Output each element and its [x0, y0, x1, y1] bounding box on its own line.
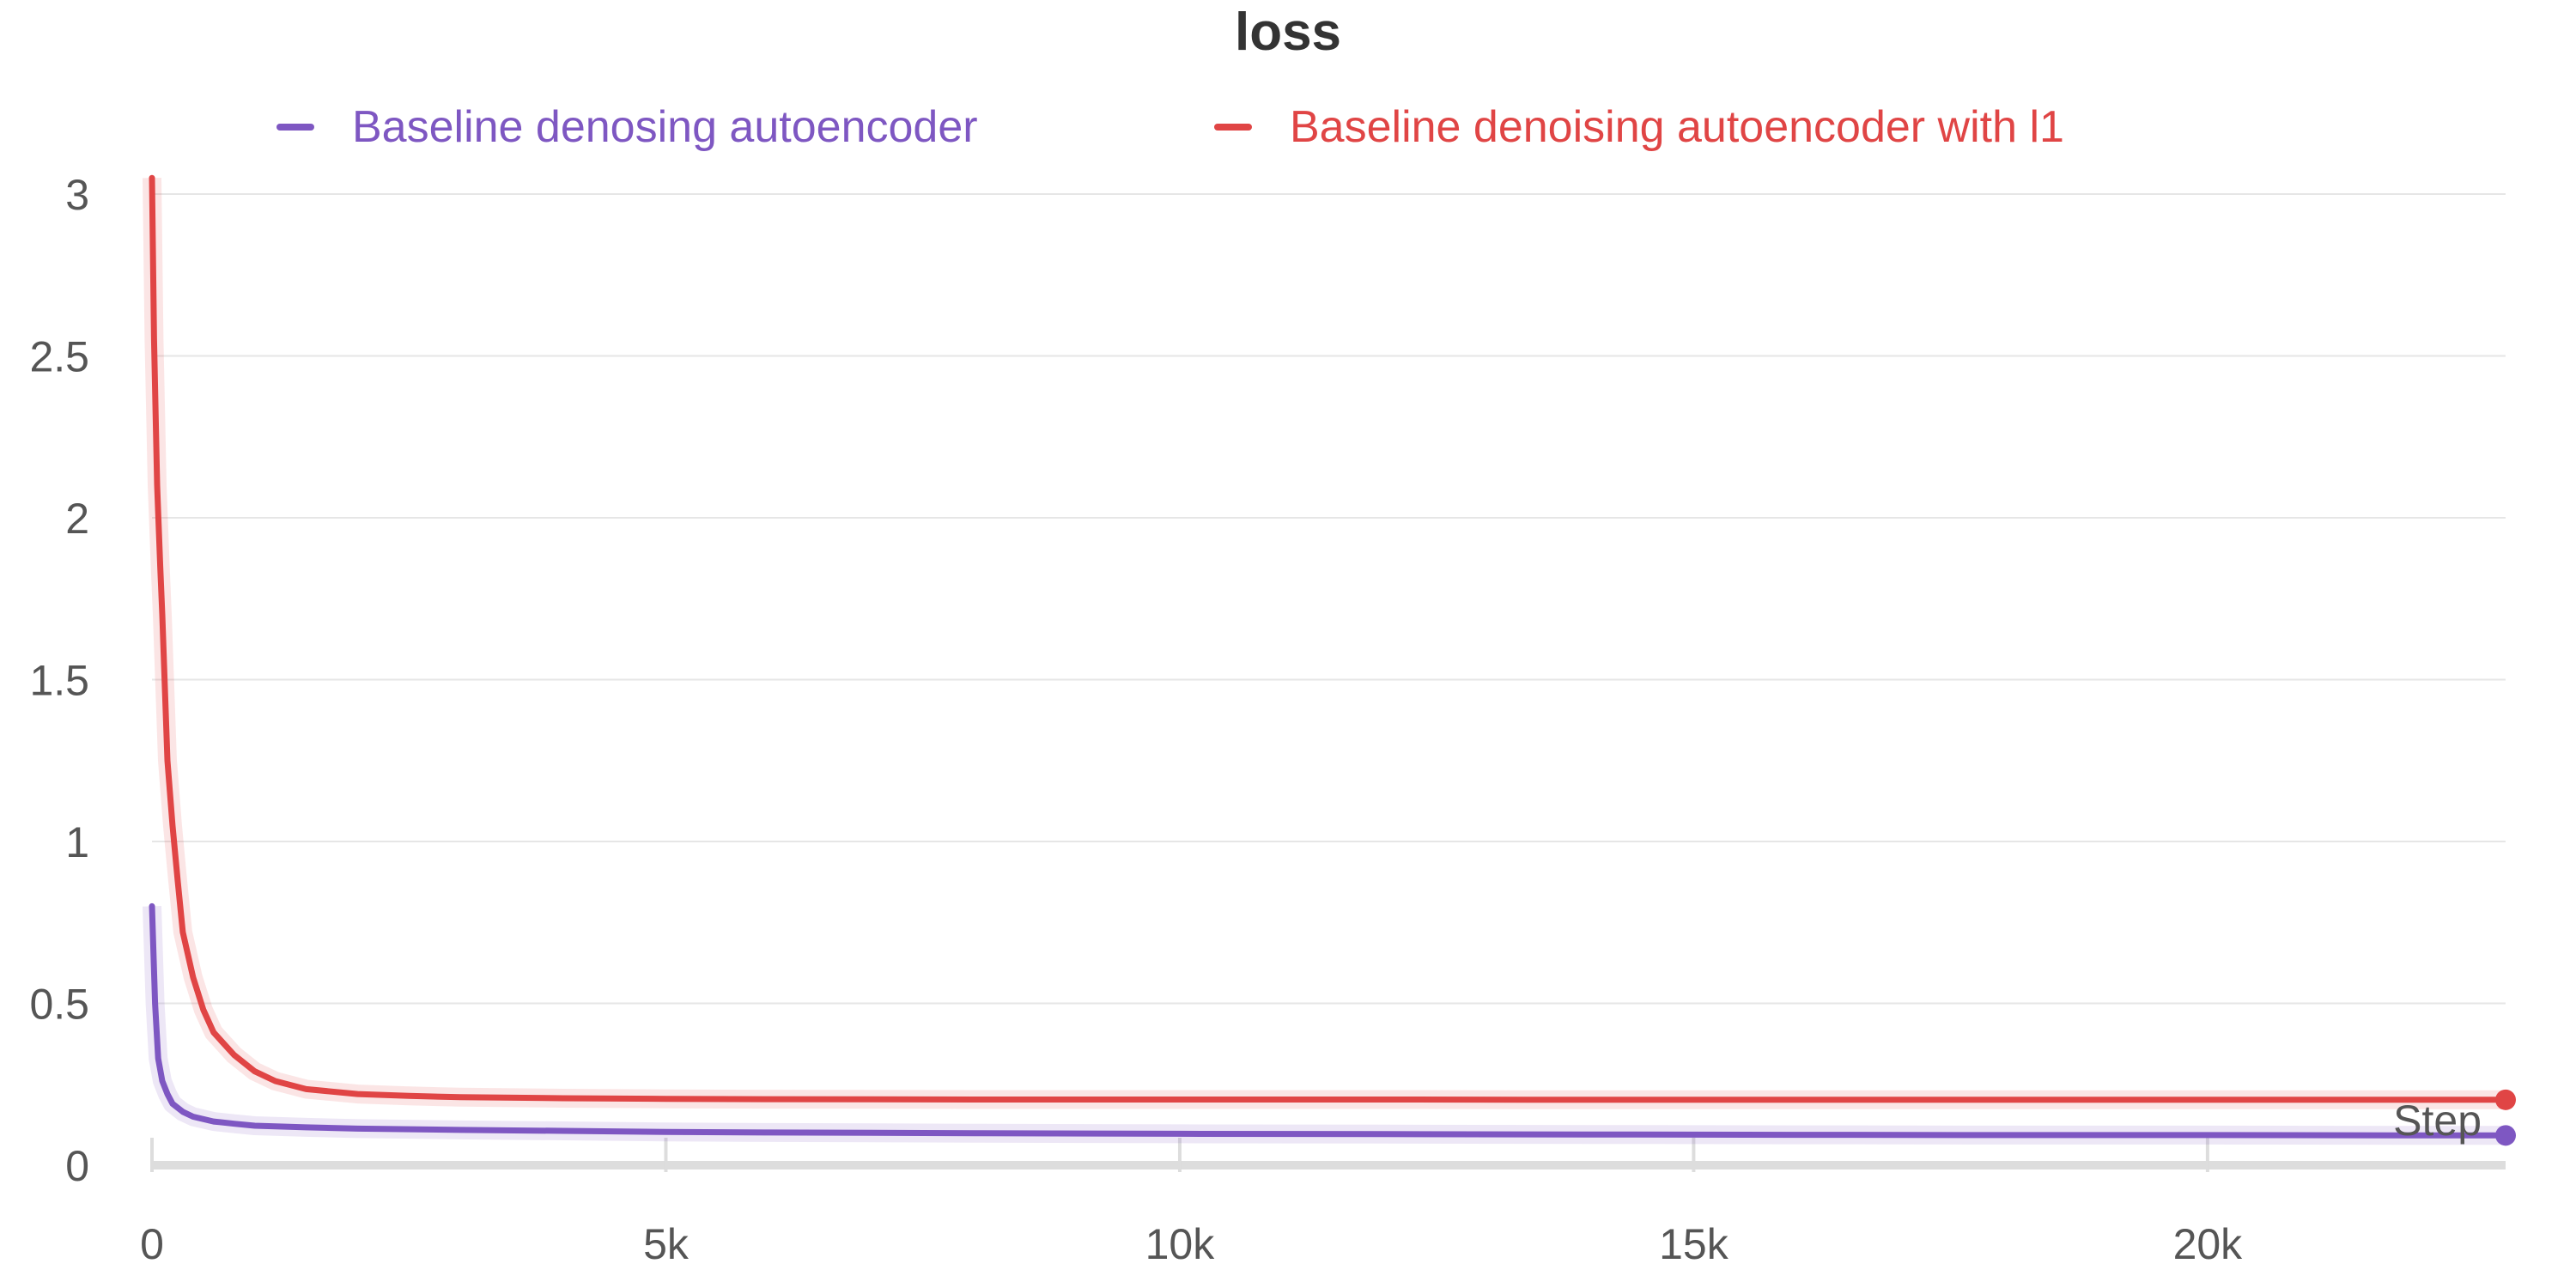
- series-2-end-point: [2495, 1089, 2516, 1110]
- series-2-line: [149, 174, 2509, 1103]
- y-tick-label-4: 2: [65, 495, 89, 543]
- x-tick-label-1: 5k: [643, 1220, 690, 1268]
- chart-title: loss: [1234, 3, 1342, 62]
- grid-lines: [152, 193, 2506, 1005]
- y-tick-label-5: 2.5: [29, 333, 89, 381]
- legend-label-series-2: Baseline denoising autoencoder with l1: [1290, 102, 2064, 152]
- y-tick-label-0: 0: [65, 1142, 89, 1190]
- y-tick-label-3: 1.5: [29, 657, 89, 705]
- legend-item-series-1[interactable]: Baseline denosing autoencoder: [276, 101, 978, 153]
- axes: [150, 1138, 2506, 1172]
- series-lines: [143, 174, 2516, 1146]
- x-tick-label-2: 10k: [1145, 1220, 1216, 1268]
- x-tick-label-4: 20k: [2173, 1220, 2244, 1268]
- y-tick-label-6: 3: [65, 171, 89, 219]
- x-tick-label-3: 15k: [1659, 1220, 1729, 1268]
- legend-swatch-series-2: [1214, 124, 1252, 131]
- y-tick-label-2: 1: [65, 818, 89, 866]
- x-tick-label-0: 0: [140, 1220, 164, 1268]
- legend: Baseline denosing autoencoder Baseline d…: [0, 101, 2576, 153]
- axis-labels: 0 0.5 1 1.5 2 2.5 3 0 5k 10k 15k 20k Step: [29, 171, 2482, 1268]
- legend-swatch-series-1: [276, 124, 314, 131]
- x-axis-label: Step: [2393, 1097, 2482, 1145]
- legend-label-series-1: Baseline denosing autoencoder: [352, 102, 978, 152]
- series-2-raw-band: [143, 178, 2506, 1109]
- y-tick-label-1: 0.5: [29, 981, 89, 1029]
- series-1-end-point: [2495, 1125, 2516, 1146]
- series-1-line: [149, 902, 2509, 1139]
- legend-item-series-2[interactable]: Baseline denoising autoencoder with l1: [1214, 101, 2064, 153]
